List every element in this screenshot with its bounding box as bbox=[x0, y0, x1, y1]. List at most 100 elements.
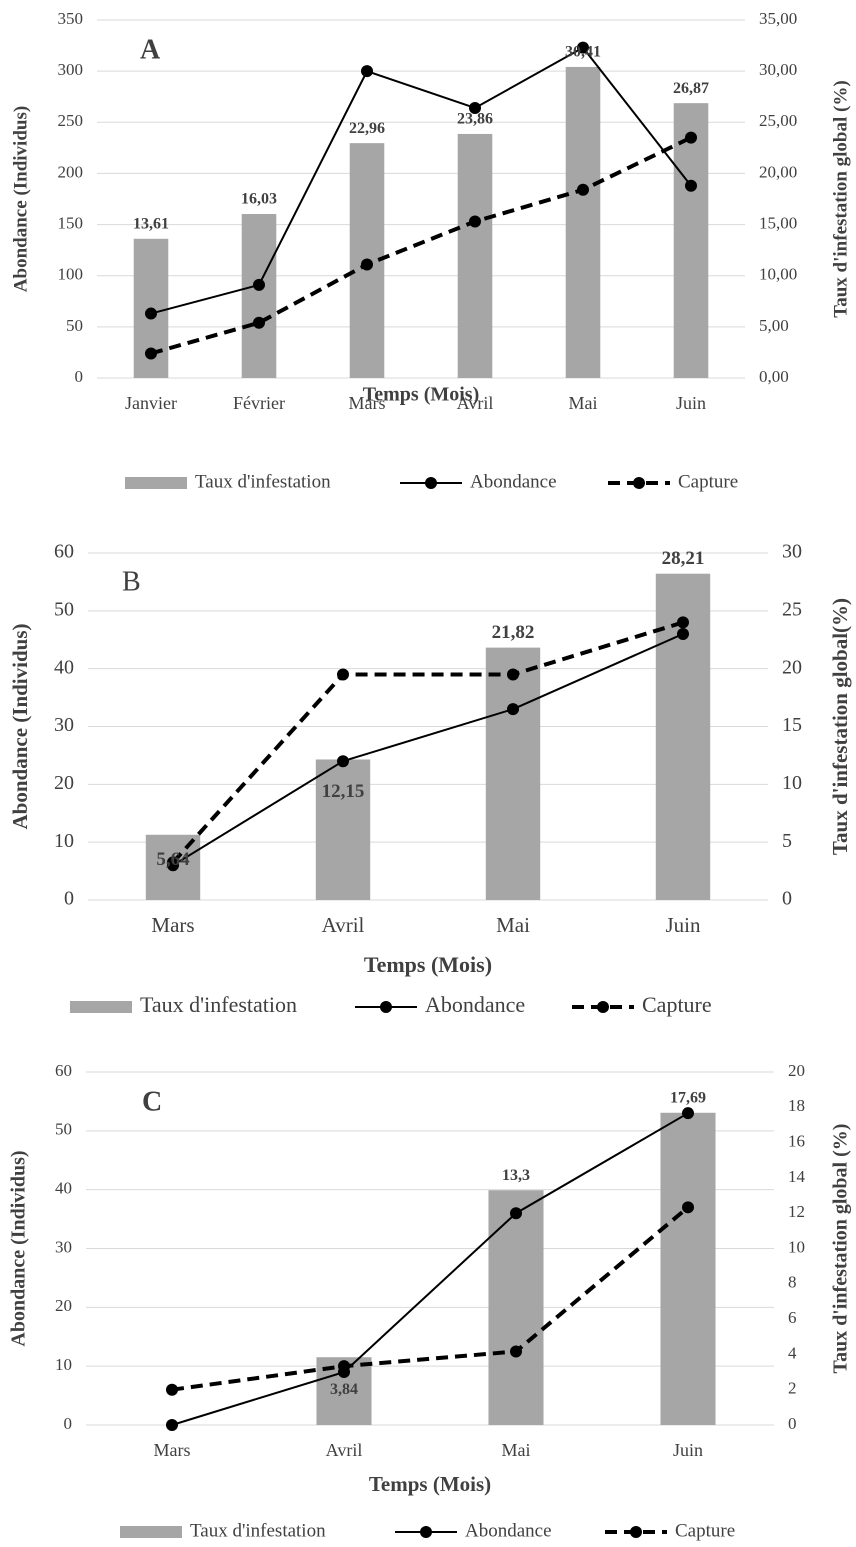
legend-marker bbox=[630, 1526, 642, 1538]
x-tick-label: Juin bbox=[676, 393, 706, 413]
x-axis-title: Temps (Mois) bbox=[363, 384, 479, 406]
value-label: 5,64 bbox=[156, 849, 190, 870]
marker bbox=[361, 65, 373, 78]
y2-tick-label: 2 bbox=[788, 1379, 797, 1398]
value-label: 30,41 bbox=[565, 44, 601, 61]
y2-tick-label: 15 bbox=[782, 714, 802, 736]
marker bbox=[166, 1419, 178, 1431]
marker bbox=[469, 101, 481, 114]
value-label: 23,86 bbox=[457, 111, 493, 128]
x-tick-label: Février bbox=[233, 393, 285, 413]
bar bbox=[488, 1190, 544, 1425]
y-tick-label: 40 bbox=[55, 1179, 72, 1198]
legend-marker bbox=[420, 1526, 432, 1538]
y-tick-label: 0 bbox=[75, 367, 84, 386]
marker bbox=[685, 131, 697, 144]
y2-tick-label: 8 bbox=[788, 1273, 797, 1292]
x-tick-label: Mai bbox=[496, 913, 530, 937]
value-label: 26,87 bbox=[673, 80, 709, 97]
marker bbox=[507, 703, 519, 716]
bar bbox=[241, 214, 277, 378]
x-tick-label: Mars bbox=[151, 913, 194, 937]
legend-swatch bbox=[70, 1001, 132, 1013]
y-tick-label: 50 bbox=[55, 1120, 72, 1139]
y-tick-label: 200 bbox=[58, 162, 84, 181]
x-tick-label: Juin bbox=[673, 1440, 703, 1460]
x-tick-label: Juin bbox=[665, 913, 701, 937]
y-axis-title: Abondance (Individus) bbox=[8, 1150, 30, 1346]
bar bbox=[565, 66, 601, 378]
marker bbox=[145, 307, 157, 320]
y2-tick-label: 16 bbox=[788, 1132, 805, 1151]
marker bbox=[253, 316, 265, 329]
line bbox=[172, 633, 684, 867]
marker bbox=[167, 856, 179, 869]
y2-tick-label: 0 bbox=[782, 888, 792, 910]
y-axis-title: Abondance (Individus) bbox=[8, 624, 32, 830]
legend-swatch bbox=[125, 477, 187, 489]
y-tick-label: 100 bbox=[58, 265, 84, 284]
y2-tick-label: 12 bbox=[788, 1202, 805, 1221]
line bbox=[171, 620, 684, 864]
y2-tick-label: 30 bbox=[782, 541, 802, 563]
bar bbox=[660, 1112, 716, 1425]
y2-axis-title: Taux d'infestation global(%) bbox=[828, 598, 852, 855]
y-tick-label: 300 bbox=[58, 60, 84, 79]
marker bbox=[677, 616, 689, 629]
value-label: 13,61 bbox=[133, 215, 169, 232]
y-tick-label: 40 bbox=[54, 656, 74, 678]
x-tick-label: Janvier bbox=[125, 393, 177, 413]
line bbox=[150, 135, 692, 356]
y-tick-label: 350 bbox=[58, 9, 84, 28]
bar bbox=[485, 647, 541, 900]
legend-label: Abondance bbox=[425, 992, 525, 1017]
y-tick-label: 60 bbox=[54, 541, 74, 563]
marker bbox=[507, 668, 519, 681]
x-tick-label: Mai bbox=[569, 393, 598, 413]
y2-axis-title: Taux d'infestation global (%) bbox=[830, 80, 851, 317]
bar bbox=[315, 759, 371, 900]
y2-tick-label: 10,00 bbox=[759, 265, 797, 284]
x-tick-label: Mai bbox=[502, 1440, 531, 1460]
y-tick-label: 60 bbox=[55, 1061, 72, 1080]
legend-label: Taux d'infestation bbox=[195, 471, 331, 492]
marker bbox=[337, 668, 349, 681]
legend-label: Capture bbox=[642, 992, 712, 1017]
line bbox=[171, 1112, 689, 1426]
y2-tick-label: 5 bbox=[782, 830, 792, 852]
y2-tick-label: 25,00 bbox=[759, 111, 797, 130]
value-label: 12,15 bbox=[322, 781, 365, 802]
y2-tick-label: 5,00 bbox=[759, 316, 789, 335]
marker bbox=[338, 1360, 350, 1373]
legend-label: Taux d'infestation bbox=[190, 1520, 326, 1541]
y-tick-label: 20 bbox=[54, 772, 74, 794]
legend-swatch bbox=[120, 1526, 182, 1538]
marker bbox=[682, 1201, 694, 1214]
y2-tick-label: 30,00 bbox=[759, 60, 797, 79]
value-label: 13,3 bbox=[502, 1167, 530, 1184]
marker bbox=[685, 179, 697, 192]
x-tick-label: Mars bbox=[154, 1440, 191, 1460]
x-axis-title: Temps (Mois) bbox=[369, 1472, 491, 1496]
y-tick-label: 0 bbox=[64, 888, 74, 910]
panel-label: C bbox=[142, 1086, 162, 1117]
x-tick-label: Mars bbox=[349, 393, 386, 413]
y2-tick-label: 18 bbox=[788, 1096, 805, 1115]
value-label: 21,82 bbox=[492, 622, 535, 643]
y2-tick-label: 10 bbox=[788, 1237, 805, 1256]
legend-label: Abondance bbox=[465, 1520, 552, 1541]
legend-label: Capture bbox=[678, 471, 738, 492]
y2-tick-label: 20,00 bbox=[759, 162, 797, 181]
marker bbox=[145, 347, 157, 360]
y2-tick-label: 6 bbox=[788, 1308, 797, 1327]
legend-label: Taux d'infestation bbox=[140, 992, 297, 1017]
y-tick-label: 50 bbox=[54, 598, 74, 620]
x-tick-label: Avril bbox=[457, 393, 494, 413]
y-tick-label: 250 bbox=[58, 111, 84, 130]
panel-label: B bbox=[122, 566, 141, 597]
marker bbox=[337, 755, 349, 768]
bar bbox=[673, 103, 709, 378]
value-label: 22,96 bbox=[349, 120, 385, 137]
